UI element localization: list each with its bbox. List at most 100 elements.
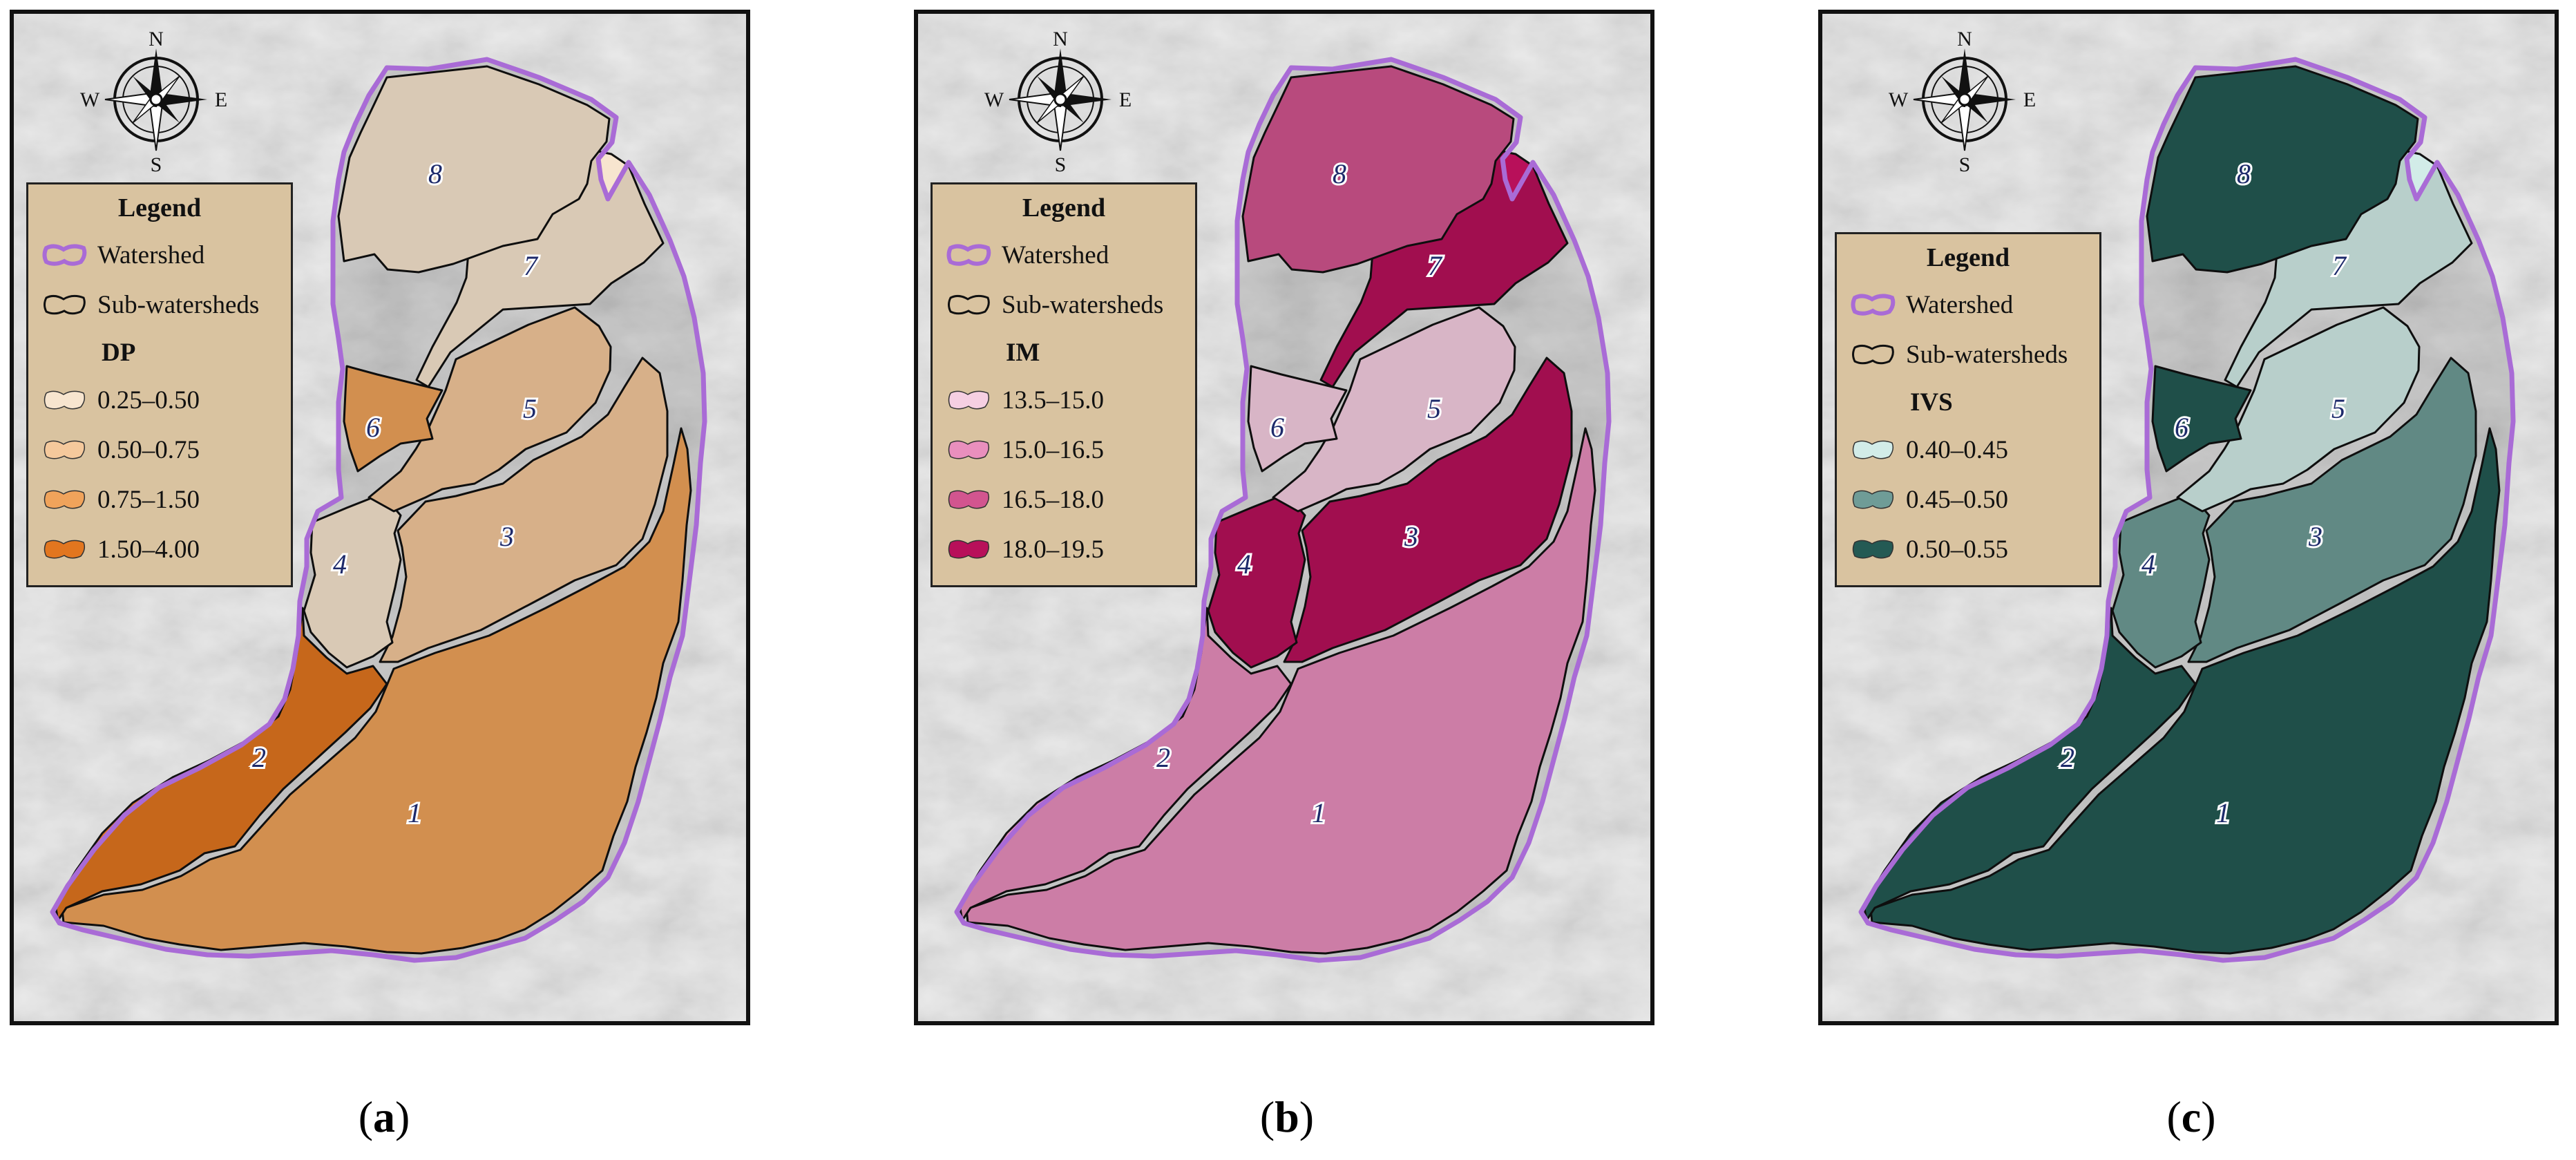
subwatershed-label: 5: [523, 393, 537, 424]
svg-text:N: N: [1053, 28, 1068, 50]
svg-text:E: E: [2023, 88, 2036, 111]
terrain-texture: [53, 59, 705, 960]
legend-watershed-label: Watershed: [97, 240, 205, 269]
map-panel-c: 1 2 3 4 5 6 7 8 N S E W Legend Watershed Sub-water…: [1818, 10, 2559, 1025]
subwatershed-label: 1: [408, 797, 421, 828]
subwatershed-5: [368, 306, 612, 513]
class-color-swatch: [1852, 490, 1894, 509]
subwatershed-1: [61, 427, 692, 955]
legend-class-label: 15.0–16.5: [1002, 435, 1104, 464]
watershed-outline-swatch: [42, 244, 87, 266]
legend-class-item: 0.25–0.50: [41, 375, 278, 425]
svg-text:E: E: [215, 88, 227, 111]
legend-title: Legend: [1022, 193, 1106, 222]
legend-class-label: 0.75–1.50: [97, 485, 200, 514]
legend: Legend Watershed Sub-watersheds IVS 0.40…: [1835, 232, 2101, 587]
legend-class-label: 18.0–19.5: [1002, 535, 1104, 564]
subwatershed-label: 3: [1404, 521, 1418, 552]
legend-title: Legend: [117, 193, 202, 222]
legend-variable-heading: IVS: [1910, 388, 1953, 417]
map-panel-a: 1 2 3 4 5 6 7 8 N S E W Legend Watershed Sub-water…: [10, 10, 750, 1025]
terrain-texture: [1861, 59, 2513, 960]
legend-watershed-label: Watershed: [1002, 240, 1109, 269]
svg-text:W: W: [984, 88, 1004, 111]
subwatershed-label: 3: [499, 521, 514, 552]
legend-class-item: 0.50–0.55: [1849, 524, 2087, 574]
subwatershed-6: [2151, 365, 2252, 473]
subwatershed-5: [2176, 306, 2421, 513]
watershed-outline-swatch: [1851, 294, 1896, 316]
subwatershed-label: 3: [2308, 521, 2322, 552]
watershed-outline: [50, 57, 707, 963]
legend-subwatersheds-item: Sub-watersheds: [1849, 330, 2087, 379]
subwatershed-label: 5: [1427, 393, 1441, 424]
watershed-outline: [954, 57, 1612, 963]
legend-class-label: 0.50–0.75: [97, 435, 200, 464]
legend-subwatersheds-label: Sub-watersheds: [1002, 290, 1164, 319]
subwatershed-1: [1869, 427, 2501, 955]
legend-subwatersheds-label: Sub-watersheds: [97, 290, 260, 319]
class-color-swatch: [44, 390, 86, 410]
subwatershed-label: 1: [1312, 797, 1326, 828]
subwatershed-label: 2: [2061, 742, 2074, 773]
class-color-swatch: [44, 440, 86, 459]
subwatershed-label: 2: [252, 742, 266, 773]
class-color-swatch: [948, 440, 990, 459]
svg-text:E: E: [1119, 88, 1132, 111]
subwatershed-label: 1: [2216, 797, 2230, 828]
legend-subwatersheds-item: Sub-watersheds: [945, 280, 1183, 330]
panel-caption-a: (a): [358, 1092, 410, 1141]
subwatershed-label: 6: [366, 412, 380, 443]
compass-rose-icon: N S E W: [75, 28, 238, 178]
svg-text:W: W: [80, 88, 100, 111]
class-color-swatch: [948, 490, 990, 509]
legend-class-item: 13.5–15.0: [945, 375, 1183, 425]
legend-class-item: 1.50–4.00: [41, 524, 278, 574]
legend: Legend Watershed Sub-watersheds DP 0.25–…: [26, 182, 293, 587]
compass-rose-icon: N S E W: [979, 28, 1142, 178]
subwatershed-label: 4: [333, 549, 347, 580]
legend-class-item: 0.45–0.50: [1849, 475, 2087, 524]
subwatershed-label: 8: [1333, 158, 1346, 189]
subwatershed-8: [2146, 65, 2419, 274]
subwatershed-label: 4: [1237, 549, 1251, 580]
legend-class-label: 13.5–15.0: [1002, 386, 1104, 415]
legend-class-item: 16.5–18.0: [945, 475, 1183, 524]
terrain-texture: [957, 59, 1609, 960]
legend-title: Legend: [1926, 243, 2010, 272]
legend-classes: 0.25–0.50 0.50–0.75 0.75–1.50 1.50–4.00: [41, 375, 278, 574]
subwatershed-6: [1247, 365, 1348, 473]
svg-text:S: S: [1055, 153, 1067, 174]
panel-caption-c: (c): [2166, 1092, 2216, 1141]
watershed-outline: [1858, 57, 2516, 963]
svg-text:N: N: [1957, 28, 1972, 50]
subwatershed-8: [1241, 65, 1515, 274]
legend-subwatersheds-item: Sub-watersheds: [41, 280, 278, 330]
legend: Legend Watershed Sub-watersheds IM 13.5–…: [931, 182, 1197, 587]
subwatershed-label: 6: [1270, 412, 1284, 443]
compass-rose-icon: N S E W: [1883, 28, 2046, 178]
class-color-swatch: [1852, 540, 1894, 559]
class-color-swatch: [44, 540, 86, 559]
watershed-map: 1 2 3 4 5 6 7 8: [14, 14, 746, 1021]
subwatershed-outline-swatch: [948, 294, 990, 315]
subwatershed-label: 8: [2237, 158, 2251, 189]
svg-text:S: S: [1959, 153, 1971, 174]
subwatershed-6: [343, 365, 443, 473]
legend-class-label: 0.25–0.50: [97, 386, 200, 415]
watershed-outline-swatch: [946, 244, 991, 266]
legend-class-label: 0.45–0.50: [1906, 485, 2008, 514]
subwatershed-label: 6: [2175, 412, 2188, 443]
subwatershed-8: [337, 65, 611, 274]
panel-caption-b: (b): [1259, 1092, 1315, 1141]
subwatershed-label: 5: [2331, 393, 2345, 424]
legend-class-label: 16.5–18.0: [1002, 485, 1104, 514]
class-color-swatch: [948, 390, 990, 410]
legend-class-item: 0.50–0.75: [41, 425, 278, 475]
subwatershed-label: 7: [2332, 250, 2347, 281]
map-panel-b: 1 2 3 4 5 6 7 8 N S E W Legend Watershed Sub-water…: [914, 10, 1654, 1025]
legend-class-item: 15.0–16.5: [945, 425, 1183, 475]
class-color-swatch: [44, 490, 86, 509]
legend-classes: 13.5–15.0 15.0–16.5 16.5–18.0 18.0–19.5: [945, 375, 1183, 574]
legend-classes: 0.40–0.45 0.45–0.50 0.50–0.55: [1849, 425, 2087, 574]
